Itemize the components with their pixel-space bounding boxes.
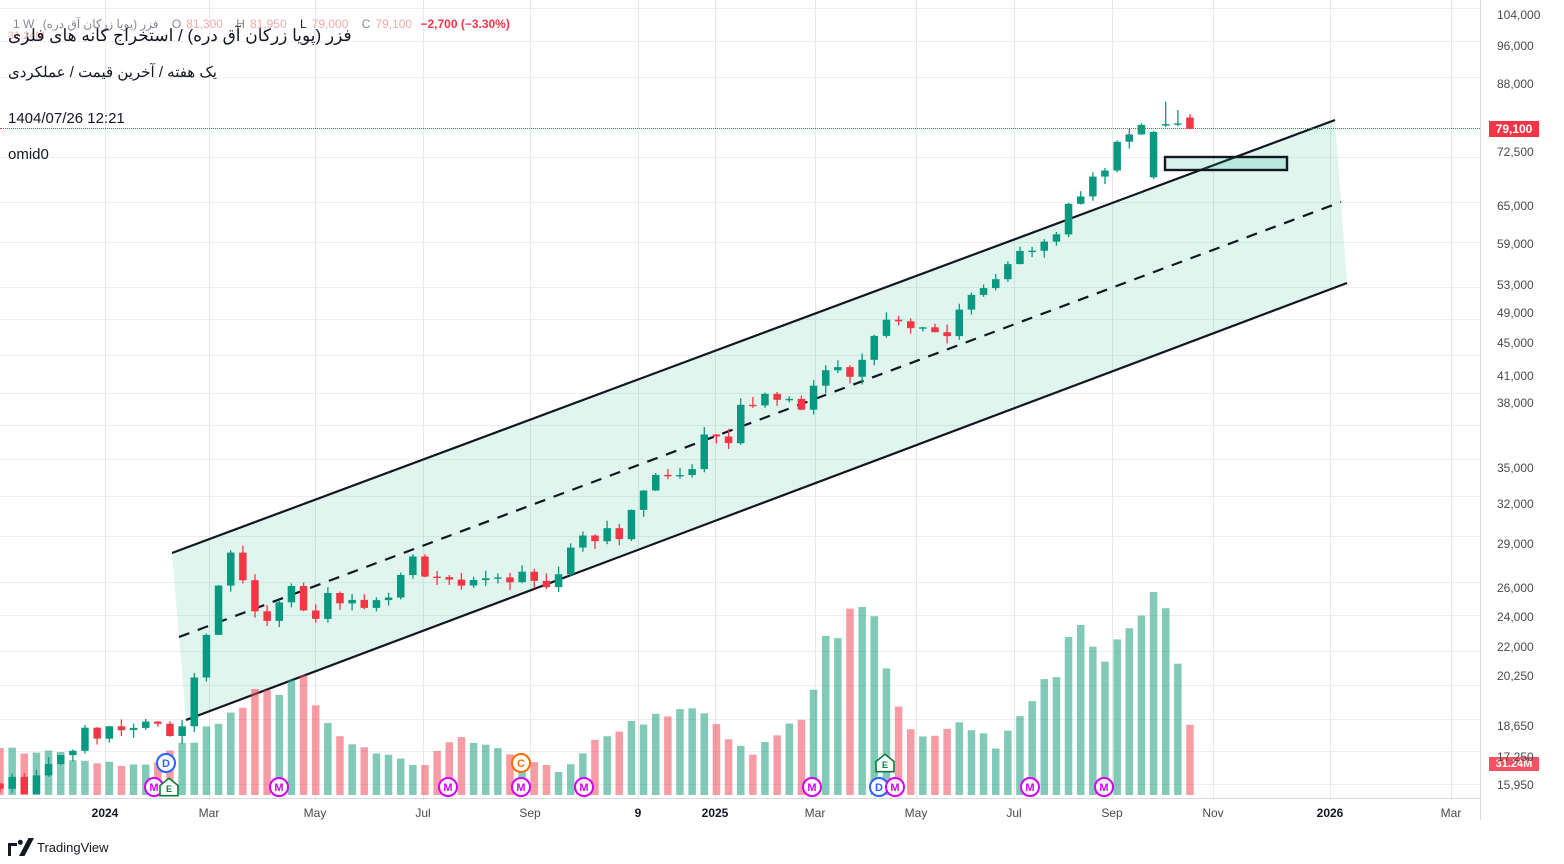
svg-text:E: E: [882, 760, 888, 770]
svg-text:E: E: [166, 784, 172, 794]
